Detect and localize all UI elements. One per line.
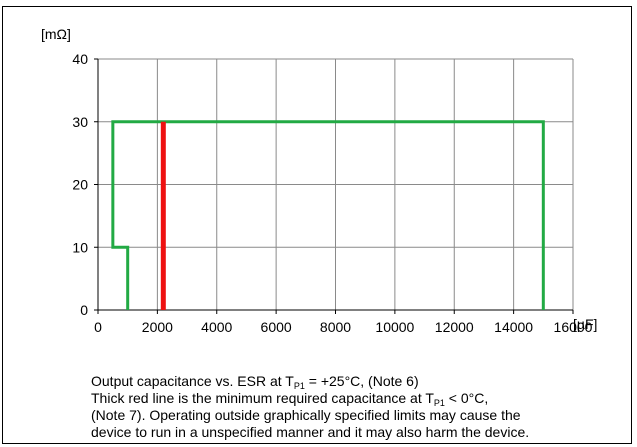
x-tick-label: 8000	[320, 319, 351, 335]
x-tick-label: 16000	[554, 319, 593, 335]
grid	[98, 58, 574, 310]
y-tick-label: 10	[72, 239, 88, 255]
y-tick-label: 40	[72, 51, 88, 67]
y-tick-label: 30	[72, 114, 88, 130]
green-esr-boundary-line	[111, 120, 545, 310]
y-tick-label: 20	[72, 177, 88, 193]
y-tick-label: 0	[80, 302, 88, 318]
caption-line-2: Thick red line is the minimum required c…	[91, 390, 489, 408]
caption: Output capacitance vs. ESR at TP1 = +25°…	[91, 373, 636, 441]
x-tick-label: 4000	[201, 319, 232, 335]
series-layer	[111, 120, 545, 310]
tick-labels: 0 2000 4000 6000 8000 10000 12000 14000 16000 0 10…	[72, 51, 592, 335]
caption-line-3: (Note 7). Operating outside graphically …	[91, 407, 521, 423]
chart: 0 2000 4000 6000 8000 10000 12000 14000 16000 0 10…	[41, 26, 597, 335]
x-tick-label: 2000	[142, 319, 173, 335]
x-tick-label: 14000	[494, 319, 533, 335]
x-unit-label: [µF]	[573, 316, 597, 332]
caption-line-1: Output capacitance vs. ESR at TP1 = +25°…	[91, 373, 419, 391]
caption-line-4: device to run in a unspecified manner an…	[91, 424, 530, 440]
x-tick-label: 6000	[261, 319, 292, 335]
y-unit-label: [mΩ]	[41, 26, 71, 42]
x-tick-label: 12000	[435, 319, 474, 335]
x-tick-label: 10000	[375, 319, 414, 335]
figure-frame: 0 2000 4000 6000 8000 10000 12000 14000 16000 0 10…	[2, 6, 632, 444]
axes	[94, 58, 574, 314]
x-tick-label: 0	[94, 319, 102, 335]
